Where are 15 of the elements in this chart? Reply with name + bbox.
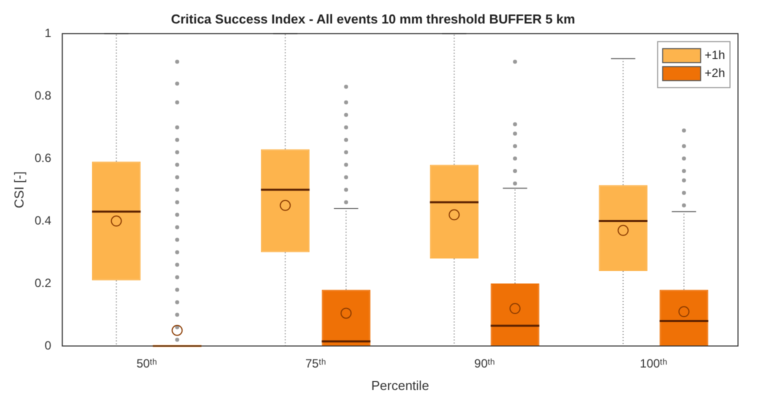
legend-label: +2h xyxy=(704,66,726,80)
x-tick-label: 75ᵗʰ xyxy=(305,356,326,371)
x-tick-label: 50ᵗʰ xyxy=(136,356,158,371)
x-axis-title: Percentile xyxy=(371,378,430,393)
y-tick-label: 0 xyxy=(44,338,52,352)
x-tick-label: 90ᵗʰ xyxy=(474,356,496,371)
chart-title: Critica Success Index - All events 10 mm threshold BUFFER 5 km xyxy=(170,11,576,26)
y-tick-label: 0.2 xyxy=(34,276,52,290)
y-tick-label: 1 xyxy=(44,26,52,40)
x-tick-label: 100ᵗʰ xyxy=(640,356,668,371)
y-tick-label: 0.4 xyxy=(34,213,52,228)
y-axis-title: CSI [-] xyxy=(11,171,26,208)
y-tick-label: 0.8 xyxy=(34,88,52,102)
legend-label: +1h xyxy=(704,48,726,62)
y-tick-label: 0.6 xyxy=(34,150,52,165)
